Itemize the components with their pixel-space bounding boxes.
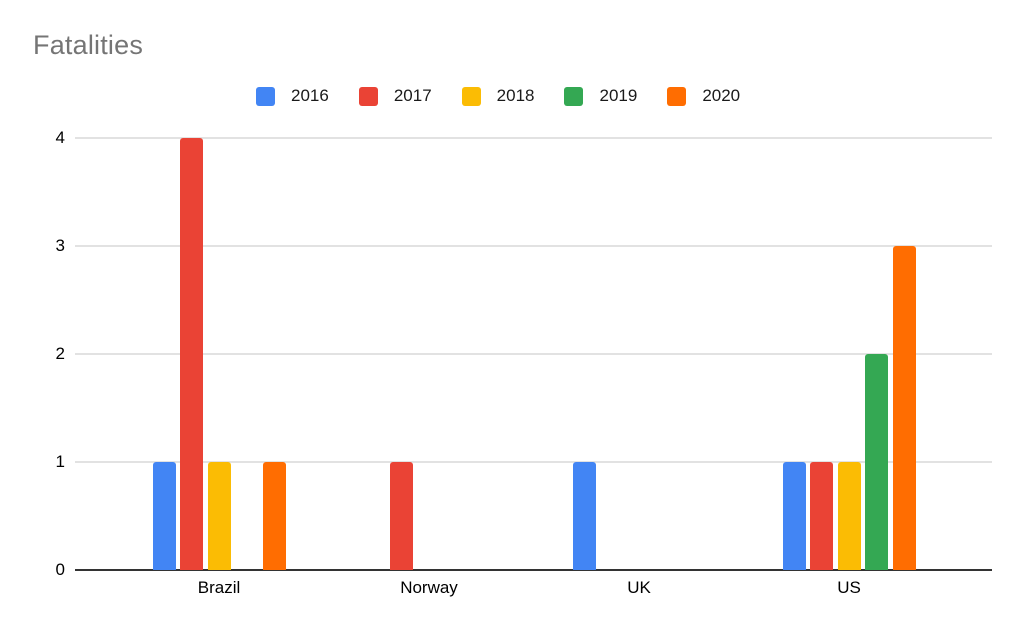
y-tick-label-4: 4 [55,128,65,147]
bar-norway-2017[interactable] [390,462,413,570]
bar-brazil-2017[interactable] [180,138,203,570]
y-tick-label-1: 1 [55,452,65,471]
y-tick-label-3: 3 [55,236,65,255]
y-tick-label-0: 0 [55,560,65,579]
legend-item-2016[interactable]: 2016 [256,86,329,106]
legend-label: 2019 [599,86,638,105]
legend-swatch-2017 [358,86,378,106]
gridline-1 [75,461,992,463]
bar-brazil-2016[interactable] [152,462,176,570]
bar-us-2020[interactable] [892,246,916,570]
bar-us-2019[interactable] [865,354,888,570]
bar-uk-2016[interactable] [572,462,596,570]
legend-swatch-2018 [461,86,481,106]
legend-label: 2017 [393,86,432,105]
legend-swatch-2019 [564,86,584,106]
legend-label: 2020 [702,86,741,105]
chart-title: Fatalities [33,30,144,60]
legend-item-2019[interactable]: 2019 [564,86,637,106]
bar-brazil-2018[interactable] [207,462,231,570]
x-category-label-uk: UK [627,578,651,597]
gridline-3 [75,245,992,247]
gridline-4 [75,137,992,139]
legend-swatch-2016 [256,86,275,106]
legend-label: 2016 [291,86,329,105]
bar-us-2018[interactable] [837,462,861,570]
x-category-label-norway: Norway [400,578,458,597]
x-category-label-us: US [837,578,861,597]
legend-label: 2018 [496,86,535,105]
y-tick-label-2: 2 [55,344,65,363]
legend-item-2017[interactable]: 2017 [358,86,432,106]
bar-brazil-2020[interactable] [262,462,286,570]
x-axis-line [75,569,992,571]
x-category-label-brazil: Brazil [197,578,241,597]
gridline-2 [75,353,992,355]
legend-item-2018[interactable]: 2018 [461,86,535,106]
bar-us-2016[interactable] [782,462,806,570]
legend-item-2020[interactable]: 2020 [667,86,740,106]
legend-swatch-2020 [667,86,687,106]
bar-us-2017[interactable] [810,462,833,570]
chart-legend: 2016 2017 2018 2019 2020 [256,86,740,106]
